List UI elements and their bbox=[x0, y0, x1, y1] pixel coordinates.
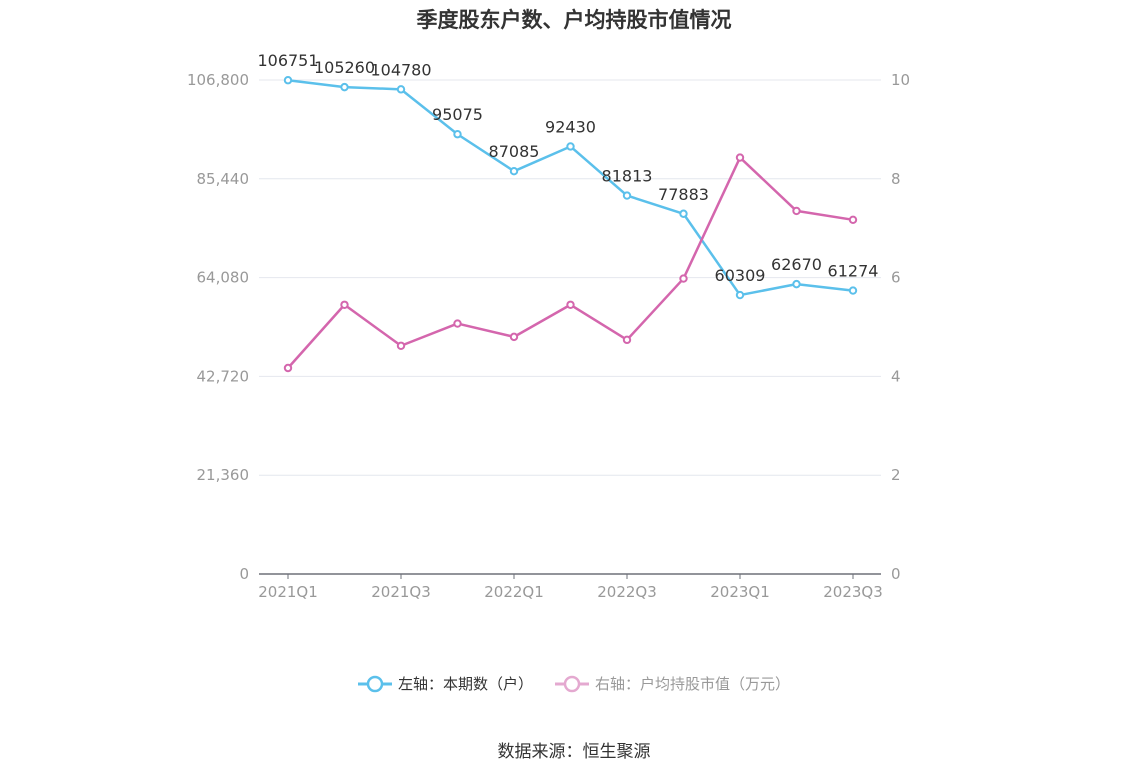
x-axis-tick-label: 2023Q3 bbox=[823, 583, 883, 601]
data-point-right bbox=[396, 341, 406, 350]
line-chart: 0 0 21,360 2 42,720 4 64,080 6 85,440 8 106,800 10 2… bbox=[187, 51, 910, 601]
series-line-right bbox=[287, 156, 854, 369]
left-axis-tick-label: 64,080 bbox=[197, 269, 250, 287]
legend-label: 左轴：本期数（户） bbox=[397, 675, 533, 693]
data-point-right bbox=[283, 363, 293, 373]
data-point-right bbox=[735, 153, 745, 162]
axis-layer: 0 0 21,360 2 42,720 4 64,080 6 85,440 8 106,800 10 2… bbox=[187, 71, 910, 601]
data-label: 95075 bbox=[432, 105, 483, 124]
left-axis-tick-label: 85,440 bbox=[197, 170, 250, 188]
data-point-right bbox=[566, 300, 575, 309]
right-axis-tick-label: 10 bbox=[891, 71, 910, 89]
data-point-right bbox=[340, 300, 349, 309]
left-axis-tick-label: 0 bbox=[239, 565, 249, 583]
series-line-left bbox=[287, 78, 854, 297]
data-label: 61274 bbox=[828, 262, 879, 281]
x-axis-tick-label: 2021Q1 bbox=[258, 583, 318, 601]
right-axis-tick-label: 0 bbox=[891, 565, 901, 583]
right-axis-tick-label: 8 bbox=[891, 170, 901, 188]
data-point-left bbox=[566, 142, 575, 151]
right-axis-tick-label: 6 bbox=[891, 269, 901, 287]
right-axis-tick-label: 4 bbox=[891, 367, 901, 385]
data-point-right bbox=[848, 215, 858, 225]
left-axis-tick-label: 21,360 bbox=[197, 466, 250, 484]
data-point-right bbox=[509, 332, 519, 342]
data-point-left bbox=[622, 191, 632, 200]
data-point-right bbox=[679, 274, 688, 283]
left-axis-tick-label: 42,720 bbox=[197, 367, 250, 385]
data-label: 87085 bbox=[489, 142, 540, 161]
line-marker-icon bbox=[357, 675, 392, 692]
line-marker-icon bbox=[555, 675, 589, 692]
data-label: 105260 bbox=[314, 58, 375, 77]
legend-item-left-axis[interactable]: 左轴：本期数（户） bbox=[357, 673, 533, 694]
right-axis-tick-label: 2 bbox=[891, 466, 901, 484]
data-source-note: 数据来源：恒生聚源 bbox=[497, 742, 651, 762]
data-label: 81813 bbox=[602, 167, 653, 186]
data-point-left bbox=[509, 166, 519, 176]
data-point-right bbox=[453, 319, 462, 328]
data-label: 60309 bbox=[715, 266, 766, 285]
legend-label: 右轴：户均持股市值（万元） bbox=[595, 675, 791, 693]
x-axis-tick-label: 2022Q1 bbox=[484, 583, 544, 601]
data-label: 77883 bbox=[658, 185, 709, 204]
data-label: 92430 bbox=[545, 117, 596, 136]
data-point-left bbox=[283, 76, 293, 85]
data-label: 106751 bbox=[257, 51, 318, 70]
chart-title: 季度股东户数、户均持股市值情况 bbox=[416, 8, 732, 32]
legend: 左轴：本期数（户） 右轴：户均持股市值（万元） bbox=[0, 673, 1148, 694]
data-label: 104780 bbox=[370, 60, 431, 79]
series-layer bbox=[283, 76, 858, 373]
data-point-left bbox=[453, 130, 462, 139]
x-axis-tick-label: 2022Q3 bbox=[597, 583, 657, 601]
legend-item-right-axis[interactable]: 右轴：户均持股市值（万元） bbox=[555, 673, 790, 694]
data-point-right bbox=[622, 335, 632, 345]
left-axis-tick-label: 106,800 bbox=[187, 71, 249, 89]
data-point-left bbox=[848, 286, 858, 295]
data-point-left bbox=[735, 290, 745, 300]
data-point-left bbox=[396, 85, 406, 94]
data-point-left bbox=[792, 279, 801, 289]
x-axis-tick-label: 2021Q3 bbox=[371, 583, 431, 601]
x-axis-tick-label: 2023Q1 bbox=[710, 583, 770, 601]
data-label: 62670 bbox=[771, 255, 822, 274]
data-point-left bbox=[340, 82, 349, 92]
data-point-left bbox=[679, 209, 688, 218]
data-point-right bbox=[792, 206, 801, 216]
grid-layer bbox=[259, 79, 881, 476]
